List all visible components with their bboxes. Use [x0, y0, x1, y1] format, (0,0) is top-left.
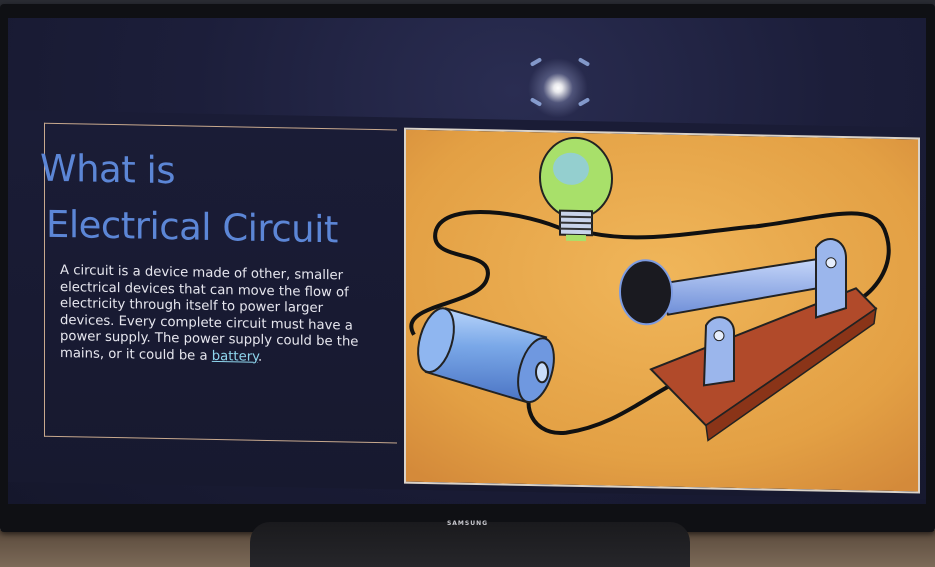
- slide-body-text: A circuit is a device made of other, sma…: [60, 263, 370, 368]
- circuit-illustration: [404, 127, 920, 494]
- light-bulb-icon: [539, 136, 613, 242]
- circuit-illustration-svg: [406, 129, 918, 492]
- slide-body-main: A circuit is a device made of other, sma…: [60, 262, 359, 364]
- battery-link[interactable]: battery: [211, 348, 259, 365]
- switch-icon: [619, 238, 878, 442]
- slide-body-end: .: [258, 349, 263, 365]
- tv-screen: What is Electrical Circuit A circuit is …: [8, 18, 926, 504]
- camera-flash-glare: [528, 58, 588, 118]
- tv-brand-logo: SAMSUNG: [446, 520, 489, 527]
- tv-stand: [250, 522, 690, 567]
- slide-title-line-2: Electrical Circuit: [46, 202, 338, 252]
- presentation-slide: What is Electrical Circuit A circuit is …: [8, 110, 926, 500]
- slide-title-line-1: What is: [40, 146, 176, 193]
- tv-frame: What is Electrical Circuit A circuit is …: [0, 4, 935, 532]
- glare-ray: [577, 57, 591, 67]
- slide-title: What is Electrical Circuit: [40, 141, 338, 259]
- battery-icon: [417, 307, 555, 404]
